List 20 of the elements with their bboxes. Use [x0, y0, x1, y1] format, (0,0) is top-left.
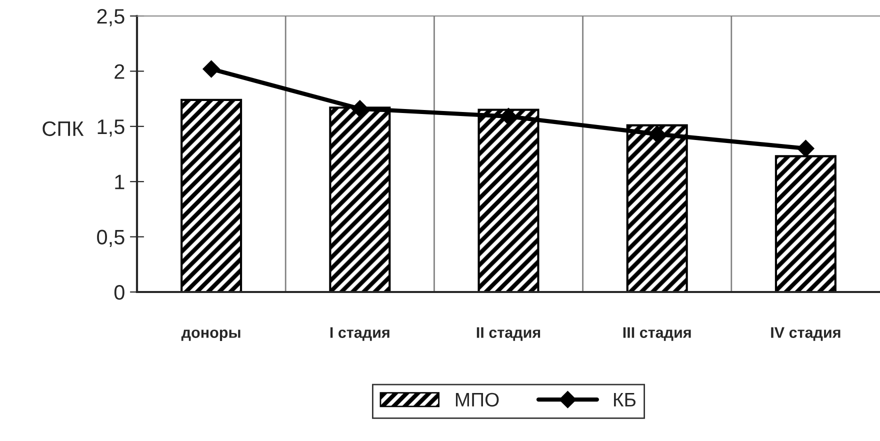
y-tick-label: 2,5	[97, 9, 124, 26]
bar	[180, 98, 242, 292]
x-tick-label: IV стадия	[771, 327, 840, 341]
x-tick-label: I стадия	[330, 327, 390, 341]
y-axis-title: СПК	[42, 121, 84, 136]
x-tick-label: III стадия	[623, 327, 691, 341]
y-tick-label: 0	[114, 285, 124, 300]
point	[648, 126, 666, 143]
point	[797, 140, 814, 158]
y-tick-label: 0,5	[97, 230, 124, 248]
point	[202, 60, 220, 78]
legend-label: МПО	[456, 392, 499, 407]
y-tick-label: 1,5	[98, 120, 124, 137]
x-tick-label: доноры	[181, 330, 240, 341]
x-tick-label: II стадия	[476, 327, 540, 341]
point	[351, 100, 368, 118]
legend-label: КБ	[614, 393, 636, 406]
y-tick-label: 1	[115, 174, 124, 190]
point	[500, 108, 518, 126]
y-tick-label: 2	[114, 64, 124, 79]
